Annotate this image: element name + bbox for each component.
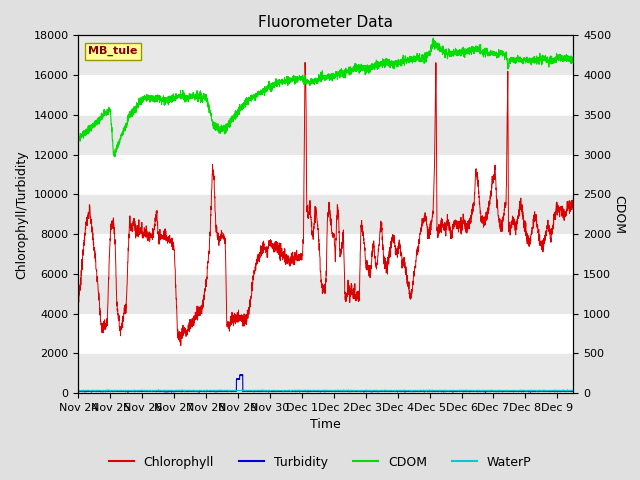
Bar [79, 155, 573, 194]
Bar [79, 313, 573, 353]
Y-axis label: Chlorophyll/Turbidity: Chlorophyll/Turbidity [15, 150, 28, 278]
Bar [79, 234, 573, 274]
Bar [79, 115, 573, 155]
Bar [79, 194, 573, 234]
Title: Fluorometer Data: Fluorometer Data [259, 15, 394, 30]
X-axis label: Time: Time [310, 419, 341, 432]
Bar [79, 36, 573, 75]
Bar [79, 274, 573, 313]
Bar [79, 353, 573, 393]
Bar [79, 75, 573, 115]
Legend: Chlorophyll, Turbidity, CDOM, WaterP: Chlorophyll, Turbidity, CDOM, WaterP [104, 451, 536, 474]
Y-axis label: CDOM: CDOM [612, 195, 625, 234]
Text: MB_tule: MB_tule [88, 46, 138, 56]
